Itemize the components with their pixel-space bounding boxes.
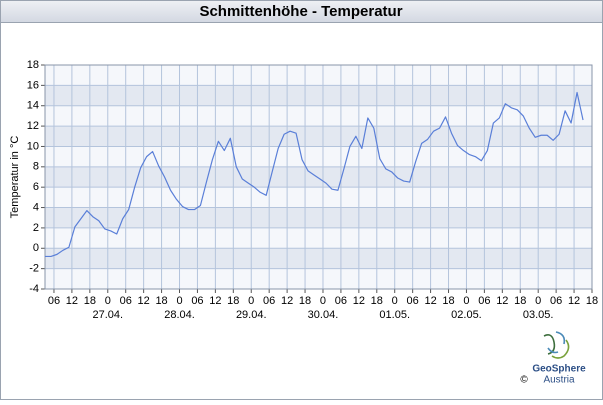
x-tick-label: 06 bbox=[263, 295, 275, 307]
y-tick-label: 10 bbox=[27, 140, 39, 152]
x-tick-label: 0 bbox=[176, 295, 182, 307]
x-tick-label: 0 bbox=[392, 295, 398, 307]
chart-title: Schmittenhöhe - Temperatur bbox=[199, 3, 402, 20]
x-tick-label: 18 bbox=[155, 295, 167, 307]
x-tick-label: 06 bbox=[335, 295, 347, 307]
x-tick-label: 12 bbox=[66, 295, 78, 307]
plot-border bbox=[44, 64, 593, 290]
x-tick-label: 18 bbox=[227, 295, 239, 307]
y-tick-label: -4 bbox=[29, 283, 39, 295]
x-tick-label: 06 bbox=[48, 295, 60, 307]
y-tick-label: -2 bbox=[29, 263, 39, 275]
grid-band bbox=[45, 85, 592, 106]
x-tick-label: 0 bbox=[535, 295, 541, 307]
y-tick-label: 6 bbox=[33, 181, 39, 193]
date-label: 30.04. bbox=[308, 309, 339, 321]
x-tick-label: 18 bbox=[586, 295, 598, 307]
x-tick-label: 06 bbox=[478, 295, 490, 307]
x-tick-label: 18 bbox=[299, 295, 311, 307]
date-label: 29.04. bbox=[236, 309, 267, 321]
date-label: 27.04. bbox=[92, 309, 123, 321]
y-axis-label: Temperatur in °C bbox=[9, 136, 21, 219]
x-tick-label: 0 bbox=[463, 295, 469, 307]
plot-area bbox=[45, 64, 593, 290]
x-tick-label: 06 bbox=[407, 295, 419, 307]
x-tick-label: 12 bbox=[209, 295, 221, 307]
date-label: 28.04. bbox=[164, 309, 195, 321]
date-label: 02.05. bbox=[451, 309, 482, 321]
x-tick-label: 06 bbox=[191, 295, 203, 307]
x-tick-label: 0 bbox=[248, 295, 254, 307]
x-tick-label: 12 bbox=[281, 295, 293, 307]
x-tick-label: 18 bbox=[514, 295, 526, 307]
logo-swirl bbox=[547, 347, 559, 354]
x-tick-label: 12 bbox=[353, 295, 365, 307]
grid-band bbox=[45, 126, 592, 147]
x-tick-label: 18 bbox=[442, 295, 454, 307]
x-tick-label: 12 bbox=[496, 295, 508, 307]
x-tick-label: 0 bbox=[320, 295, 326, 307]
logo: GeoSphere Austria © bbox=[520, 331, 586, 386]
grid-band bbox=[45, 248, 592, 269]
logo-swirl bbox=[551, 339, 570, 359]
temperature-line bbox=[45, 91, 584, 258]
y-tick-label: 4 bbox=[33, 201, 39, 213]
y-tick-label: 2 bbox=[33, 222, 39, 234]
x-tick-label: 06 bbox=[550, 295, 562, 307]
x-tick-label: 06 bbox=[120, 295, 132, 307]
y-tick-label: 14 bbox=[27, 100, 39, 112]
date-label: 01.05. bbox=[379, 309, 410, 321]
logo-name: GeoSphere bbox=[532, 364, 586, 375]
y-tick-label: 8 bbox=[33, 161, 39, 173]
grid-band bbox=[45, 207, 592, 228]
copyright: © bbox=[520, 375, 528, 386]
grid-band bbox=[45, 166, 592, 188]
x-tick-label: 18 bbox=[371, 295, 383, 307]
x-tick-label: 0 bbox=[105, 295, 111, 307]
y-tick-label: 12 bbox=[27, 120, 39, 132]
logo-sub: Austria bbox=[543, 375, 575, 386]
x-tick-label: 12 bbox=[424, 295, 436, 307]
x-tick-label: 18 bbox=[84, 295, 96, 307]
y-tick-label: 0 bbox=[33, 242, 39, 254]
x-tick-label: 12 bbox=[568, 295, 580, 307]
y-tick-label: 18 bbox=[27, 59, 39, 71]
x-tick-label: 12 bbox=[138, 295, 150, 307]
y-tick-label: 16 bbox=[27, 79, 39, 91]
logo-swirl bbox=[555, 331, 566, 345]
date-label: 03.05. bbox=[523, 309, 554, 321]
